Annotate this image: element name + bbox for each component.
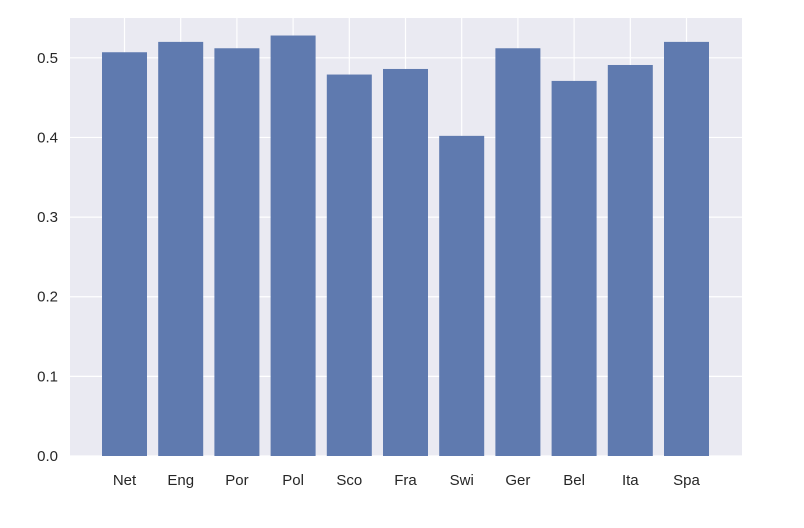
bar-spa — [664, 41, 709, 457]
y-tick-label: 0.1 — [37, 368, 58, 385]
bar-bel — [551, 80, 597, 457]
y-tick-label: 0.2 — [37, 289, 58, 306]
x-tick-label: Fra — [394, 472, 417, 489]
bar-swi — [439, 135, 485, 456]
y-tick-label: 0.5 — [37, 50, 58, 67]
x-tick-label: Bel — [563, 472, 585, 489]
y-tick-label: 0.4 — [37, 129, 58, 146]
bar-net — [102, 52, 147, 456]
x-tick-label: Spa — [673, 472, 700, 489]
bar-pol — [270, 35, 316, 457]
x-tick-label: Pol — [282, 472, 304, 489]
x-tick-label: Net — [113, 472, 137, 489]
bar-ger — [495, 48, 541, 457]
bar-ita — [607, 64, 653, 457]
y-tick-labels: 0.0 0.1 0.2 0.3 0.4 0.5 — [37, 50, 58, 465]
bar-por — [214, 48, 260, 457]
bar-eng — [158, 41, 204, 457]
x-tick-label: Sco — [336, 472, 362, 489]
y-tick-label: 0.0 — [37, 448, 58, 465]
x-tick-label: Eng — [167, 472, 194, 489]
bar-sco — [326, 74, 372, 457]
x-tick-label: Por — [225, 472, 248, 489]
x-tick-label: Ita — [622, 472, 639, 489]
x-tick-label: Swi — [450, 472, 474, 489]
x-tick-label: Ger — [505, 472, 530, 489]
x-tick-labels: Net Eng Por Pol Sco Fra Swi Ger Bel Ita Spa — [113, 472, 701, 489]
bars — [102, 35, 709, 457]
bar-fra — [383, 68, 428, 456]
y-tick-label: 0.3 — [37, 209, 58, 226]
